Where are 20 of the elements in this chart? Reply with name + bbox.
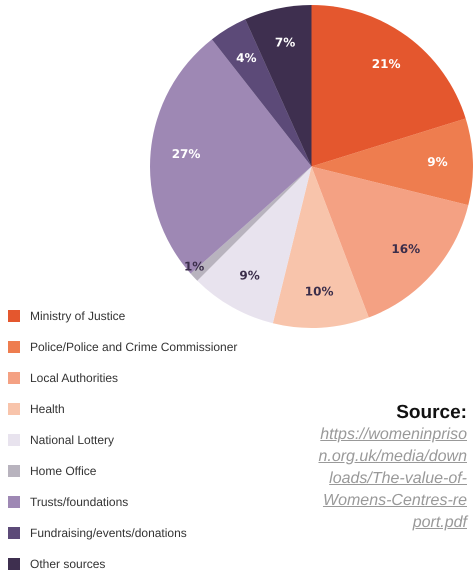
legend-label: Ministry of Justice <box>30 308 126 322</box>
legend-label: Other sources <box>30 556 106 570</box>
data-label: 16% <box>391 242 420 256</box>
data-label: 10% <box>304 284 334 298</box>
source-note: Source: <box>395 402 467 424</box>
data-label: 9% <box>239 268 260 282</box>
legend-label: Home Office <box>30 464 96 478</box>
data-label: 1% <box>184 260 204 274</box>
legend-label: Local Authorities <box>30 370 118 384</box>
data-label: 27% <box>172 147 200 162</box>
data-label: 4% <box>236 50 257 65</box>
data-label: 9% <box>427 154 448 169</box>
text: https://womeninprison.org.uk/media/downloads/The-value-of-Womens-Centres-report.pdf <box>317 425 467 533</box>
legend-label: Health <box>30 402 65 416</box>
data-label: 21% <box>372 57 401 72</box>
legend-label: Police/Police and Crime Commissioner <box>30 340 238 354</box>
legend-label: National Lottery <box>30 432 114 446</box>
legend-label: Fundraising/events/donations <box>30 526 187 540</box>
data-label: 7% <box>274 35 296 50</box>
legend-label: Trusts/foundations <box>30 494 128 508</box>
